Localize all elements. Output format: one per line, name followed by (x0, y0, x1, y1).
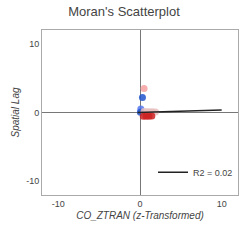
svg-text:0: 0 (137, 199, 142, 209)
svg-text:0: 0 (34, 108, 39, 118)
svg-text:-10: -10 (52, 199, 65, 209)
svg-text:10: 10 (29, 39, 39, 49)
svg-text:-10: -10 (26, 176, 39, 186)
svg-text:R2 = 0.02: R2 = 0.02 (193, 168, 232, 178)
svg-text:10: 10 (217, 199, 227, 209)
svg-text:Spatial Lag: Spatial Lag (10, 87, 21, 137)
svg-text:CO_ZTRAN (z-Transformed): CO_ZTRAN (z-Transformed) (76, 210, 204, 221)
svg-text:Moran's Scatterplot: Moran's Scatterplot (68, 4, 180, 19)
